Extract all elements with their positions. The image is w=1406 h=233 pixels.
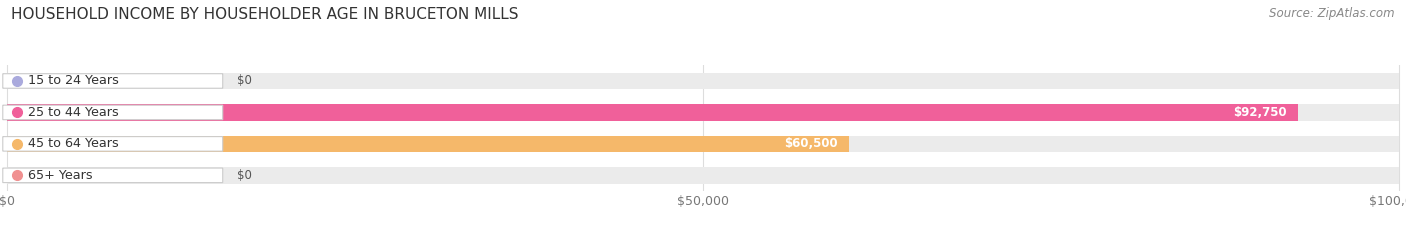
Bar: [7, 73, 1399, 89]
FancyBboxPatch shape: [3, 168, 222, 183]
Text: Source: ZipAtlas.com: Source: ZipAtlas.com: [1270, 7, 1395, 20]
Bar: [7, 167, 1399, 184]
Text: 25 to 44 Years: 25 to 44 Years: [28, 106, 118, 119]
Text: 15 to 24 Years: 15 to 24 Years: [28, 75, 118, 87]
FancyBboxPatch shape: [3, 74, 222, 88]
Text: $92,750: $92,750: [1233, 106, 1286, 119]
Bar: [7, 136, 1399, 152]
Text: 45 to 64 Years: 45 to 64 Years: [28, 137, 118, 150]
Text: $0: $0: [236, 75, 252, 87]
Bar: [7, 104, 1298, 121]
Bar: [7, 136, 849, 152]
Text: 65+ Years: 65+ Years: [28, 169, 93, 182]
Text: $0: $0: [236, 169, 252, 182]
Text: HOUSEHOLD INCOME BY HOUSEHOLDER AGE IN BRUCETON MILLS: HOUSEHOLD INCOME BY HOUSEHOLDER AGE IN B…: [11, 7, 519, 22]
Bar: [7, 104, 1399, 121]
FancyBboxPatch shape: [3, 105, 222, 120]
Text: $60,500: $60,500: [785, 137, 838, 150]
FancyBboxPatch shape: [3, 137, 222, 151]
